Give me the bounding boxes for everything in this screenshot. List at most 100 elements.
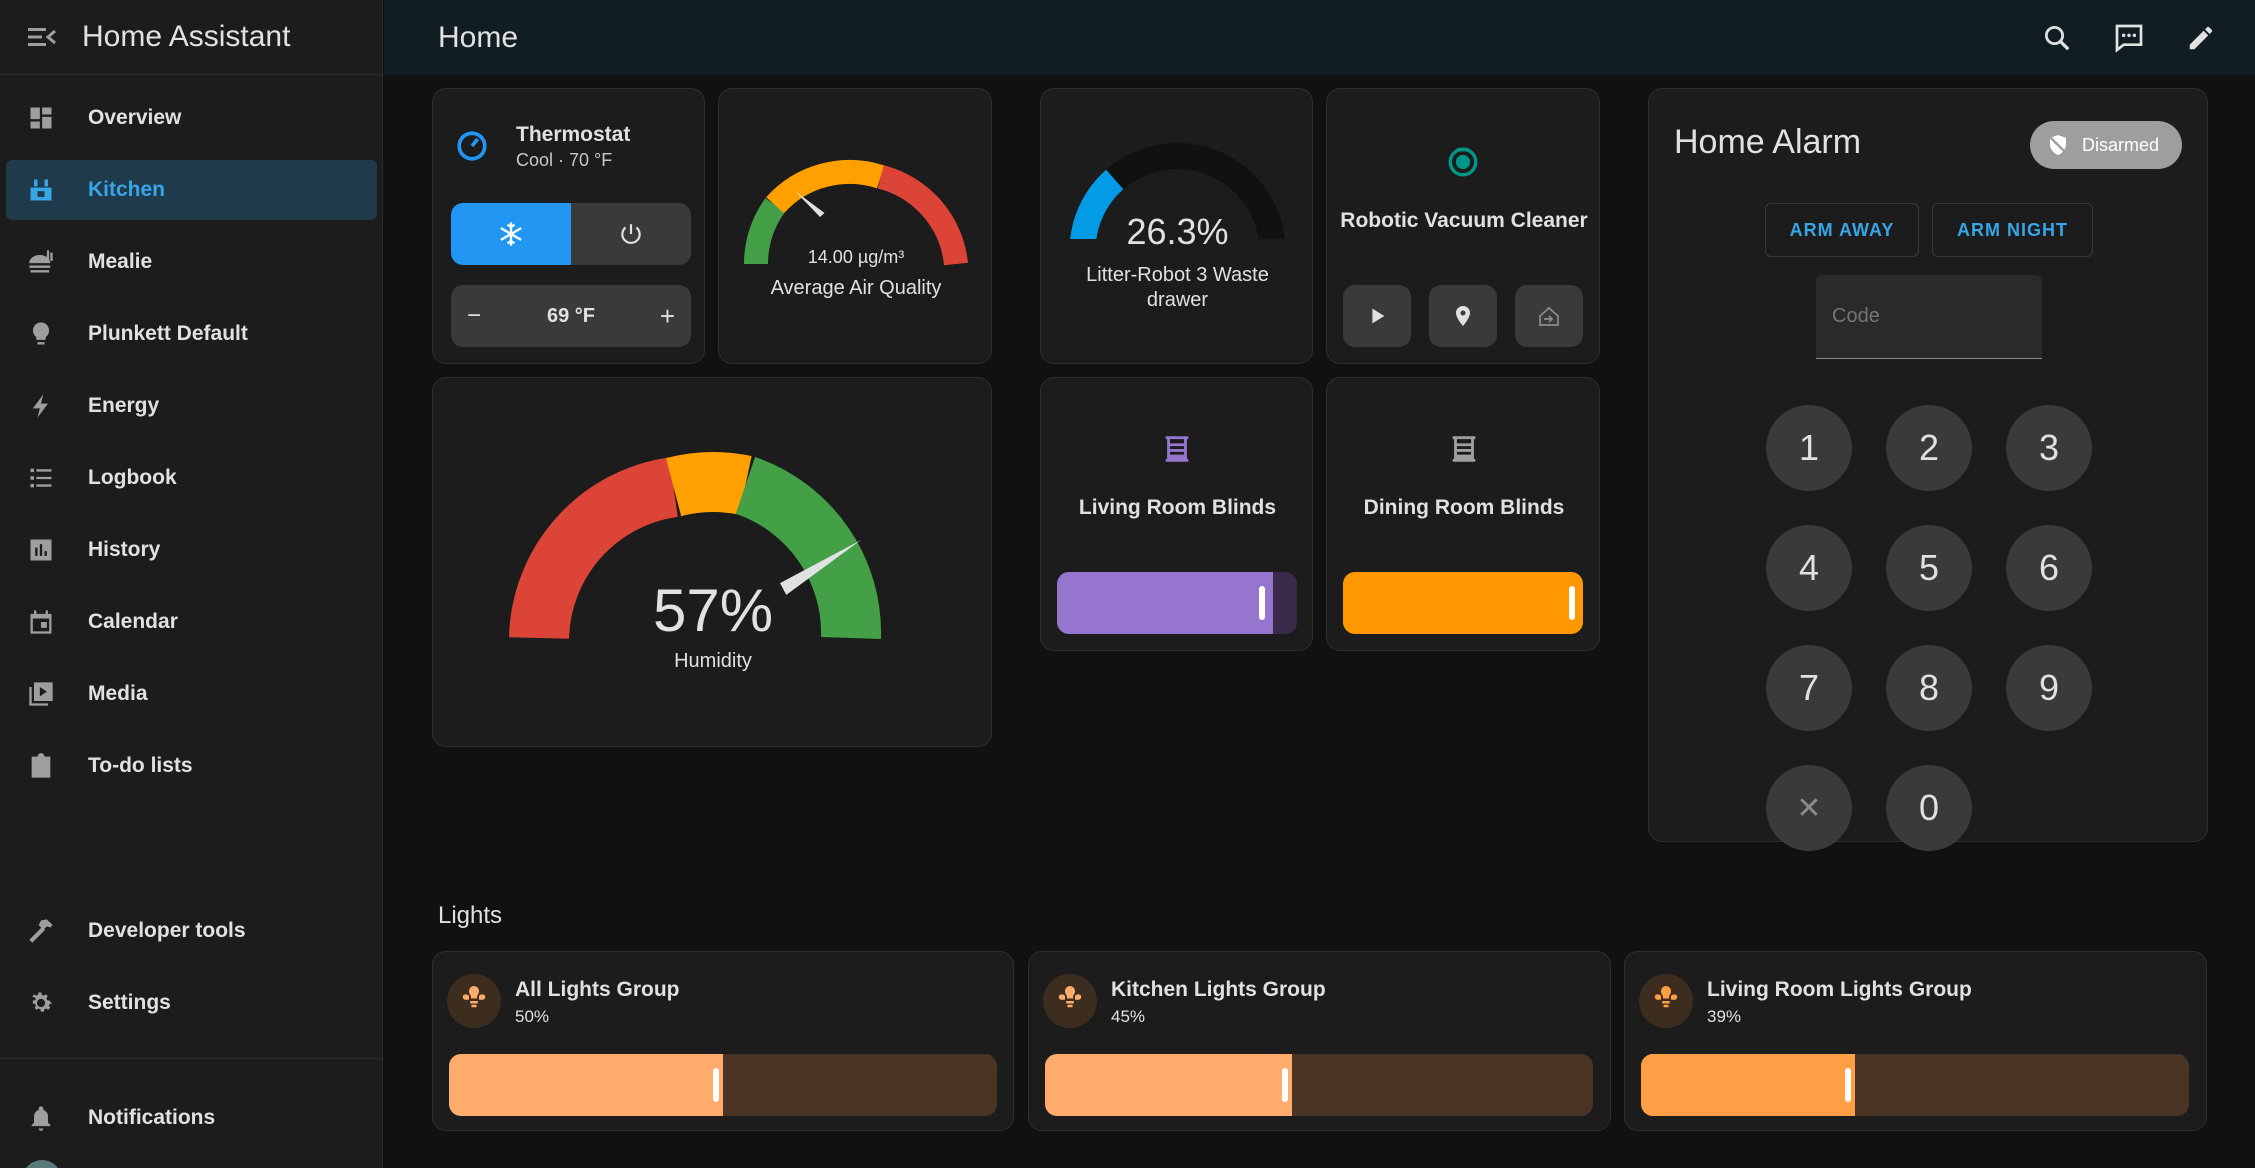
blinds-position-slider[interactable] bbox=[1057, 572, 1297, 634]
gauge-segment-red bbox=[877, 165, 968, 266]
alarm-code-input[interactable] bbox=[1816, 275, 2042, 359]
assist-chat-icon[interactable] bbox=[2107, 16, 2151, 60]
light-brightness: 39% bbox=[1707, 1007, 1742, 1026]
sidebar-header: Home Assistant bbox=[0, 0, 382, 75]
sidebar: Home Assistant Overview Kitchen Mealie P… bbox=[0, 0, 383, 1168]
sidebar-item-settings[interactable]: Settings bbox=[6, 973, 377, 1033]
target-temp-value: 69 °F bbox=[546, 304, 596, 327]
sidebar-divider bbox=[0, 1058, 383, 1059]
keypad-7-button[interactable]: 7 bbox=[1766, 645, 1852, 731]
slider-fill bbox=[1057, 572, 1273, 634]
sidebar-item-developer-tools[interactable]: Developer tools bbox=[6, 901, 377, 961]
living-room-blinds-card[interactable]: Living Room Blinds bbox=[1040, 377, 1313, 651]
keypad-3-button[interactable]: 3 bbox=[2006, 405, 2092, 491]
chart-icon bbox=[26, 535, 56, 565]
sidebar-item-label: Developer tools bbox=[88, 919, 246, 942]
sidebar-item-todo-lists[interactable]: To-do lists bbox=[6, 736, 377, 796]
slider-handle[interactable] bbox=[713, 1068, 719, 1102]
lightbulb-group-icon bbox=[1639, 974, 1693, 1028]
sidebar-item-history[interactable]: History bbox=[6, 520, 377, 580]
search-icon[interactable] bbox=[2035, 16, 2079, 60]
keypad-9-button[interactable]: 9 bbox=[2006, 645, 2092, 731]
light-card-all[interactable]: All Lights Group 50% bbox=[432, 951, 1014, 1131]
snowflake-icon bbox=[500, 222, 522, 246]
keypad-0-button[interactable]: 0 bbox=[1886, 765, 1972, 851]
slider-handle[interactable] bbox=[1569, 586, 1575, 620]
gear-icon bbox=[26, 988, 56, 1018]
keypad-1-button[interactable]: 1 bbox=[1766, 405, 1852, 491]
alarm-card: Home Alarm Disarmed ARM AWAY ARM NIGHT 1… bbox=[1648, 88, 2208, 851]
sidebar-item-label: Settings bbox=[88, 991, 171, 1014]
arm-away-button[interactable]: ARM AWAY bbox=[1765, 203, 1919, 257]
air-quality-value: 14.00 µg/m³ bbox=[807, 247, 905, 267]
decrease-temp-button[interactable]: − bbox=[467, 302, 482, 329]
sidebar-item-notifications[interactable]: Notifications bbox=[6, 1088, 377, 1148]
keypad-8-button[interactable]: 8 bbox=[1886, 645, 1972, 731]
lightbulb-group-icon bbox=[1043, 974, 1097, 1028]
menu-collapse-icon[interactable] bbox=[24, 19, 60, 55]
thermostat-card[interactable]: Thermostat Cool · 70 °F − 69 °F + bbox=[432, 88, 705, 364]
air-quality-label: Average Air Quality bbox=[770, 277, 942, 299]
sidebar-item-label: Plunkett Default bbox=[88, 322, 248, 345]
brightness-slider[interactable] bbox=[1641, 1054, 2189, 1116]
keypad-clear-button[interactable]: ✕ bbox=[1766, 765, 1852, 851]
keypad-2-button[interactable]: 2 bbox=[1886, 405, 1972, 491]
sidebar-item-overview[interactable]: Overview bbox=[6, 88, 377, 148]
keypad-4-button[interactable]: 4 bbox=[1766, 525, 1852, 611]
light-card-living-room[interactable]: Living Room Lights Group 39% bbox=[1624, 951, 2207, 1131]
clipboard-icon bbox=[26, 751, 56, 781]
kitchen-icon bbox=[26, 175, 56, 205]
sidebar-item-calendar[interactable]: Calendar bbox=[6, 592, 377, 652]
humidity-value: 57% bbox=[652, 577, 774, 644]
keypad-5-button[interactable]: 5 bbox=[1886, 525, 1972, 611]
vacuum-locate-button[interactable] bbox=[1429, 285, 1497, 347]
shield-off-icon bbox=[2048, 135, 2068, 155]
light-card-kitchen[interactable]: Kitchen Lights Group 45% bbox=[1028, 951, 1611, 1131]
gauge-segment-red bbox=[509, 457, 679, 640]
avatar[interactable] bbox=[22, 1160, 62, 1168]
blinds-position-slider[interactable] bbox=[1343, 572, 1583, 634]
slider-fill bbox=[449, 1054, 723, 1116]
bell-icon bbox=[26, 1103, 56, 1133]
alarm-status-text: Disarmed bbox=[2082, 134, 2160, 155]
sidebar-item-energy[interactable]: Energy bbox=[6, 376, 377, 436]
vacuum-start-button[interactable] bbox=[1343, 285, 1411, 347]
thermostat-icon bbox=[455, 129, 489, 168]
app-title: Home Assistant bbox=[82, 20, 291, 53]
vacuum-return-home-button[interactable] bbox=[1515, 285, 1583, 347]
power-off-button[interactable] bbox=[571, 203, 691, 265]
sidebar-item-logbook[interactable]: Logbook bbox=[6, 448, 377, 508]
slider-handle[interactable] bbox=[1259, 586, 1265, 620]
dining-room-blinds-card[interactable]: Dining Room Blinds bbox=[1326, 377, 1600, 651]
litter-robot-card[interactable]: 26.3% Litter-Robot 3 Waste drawer bbox=[1040, 88, 1313, 364]
sidebar-item-media[interactable]: Media bbox=[6, 664, 377, 724]
sidebar-item-label: Calendar bbox=[88, 610, 178, 633]
brightness-slider[interactable] bbox=[1045, 1054, 1593, 1116]
vacuum-card[interactable]: Robotic Vacuum Cleaner bbox=[1326, 88, 1600, 364]
edit-pencil-icon[interactable] bbox=[2179, 16, 2223, 60]
sidebar-item-plunkett-default[interactable]: Plunkett Default bbox=[6, 304, 377, 364]
keypad-6-button[interactable]: 6 bbox=[2006, 525, 2092, 611]
cool-mode-button[interactable] bbox=[451, 203, 571, 265]
slider-fill bbox=[1641, 1054, 1855, 1116]
lightning-icon bbox=[26, 391, 56, 421]
air-quality-gauge bbox=[744, 159, 968, 266]
slider-handle[interactable] bbox=[1845, 1068, 1851, 1102]
sidebar-item-mealie[interactable]: Mealie bbox=[6, 232, 377, 292]
blinds-name: Dining Room Blinds bbox=[1363, 496, 1565, 519]
gauge-fill bbox=[1070, 169, 1124, 239]
sidebar-item-label: Mealie bbox=[88, 250, 153, 273]
humidity-card[interactable]: 57% Humidity bbox=[432, 377, 992, 747]
sidebar-item-kitchen[interactable]: Kitchen bbox=[6, 160, 377, 220]
power-icon bbox=[621, 224, 641, 245]
increase-temp-button[interactable]: + bbox=[659, 300, 675, 331]
media-icon bbox=[26, 679, 56, 709]
alarm-status-badge[interactable]: Disarmed bbox=[2030, 121, 2182, 169]
air-quality-card[interactable]: 14.00 µg/m³ Average Air Quality bbox=[718, 88, 992, 364]
top-bar: Home bbox=[384, 0, 2255, 75]
gauge-needle bbox=[780, 540, 861, 595]
slider-handle[interactable] bbox=[1282, 1068, 1288, 1102]
vacuum-name: Robotic Vacuum Cleaner bbox=[1340, 209, 1588, 232]
arm-night-button[interactable]: ARM NIGHT bbox=[1932, 203, 2093, 257]
brightness-slider[interactable] bbox=[449, 1054, 997, 1116]
